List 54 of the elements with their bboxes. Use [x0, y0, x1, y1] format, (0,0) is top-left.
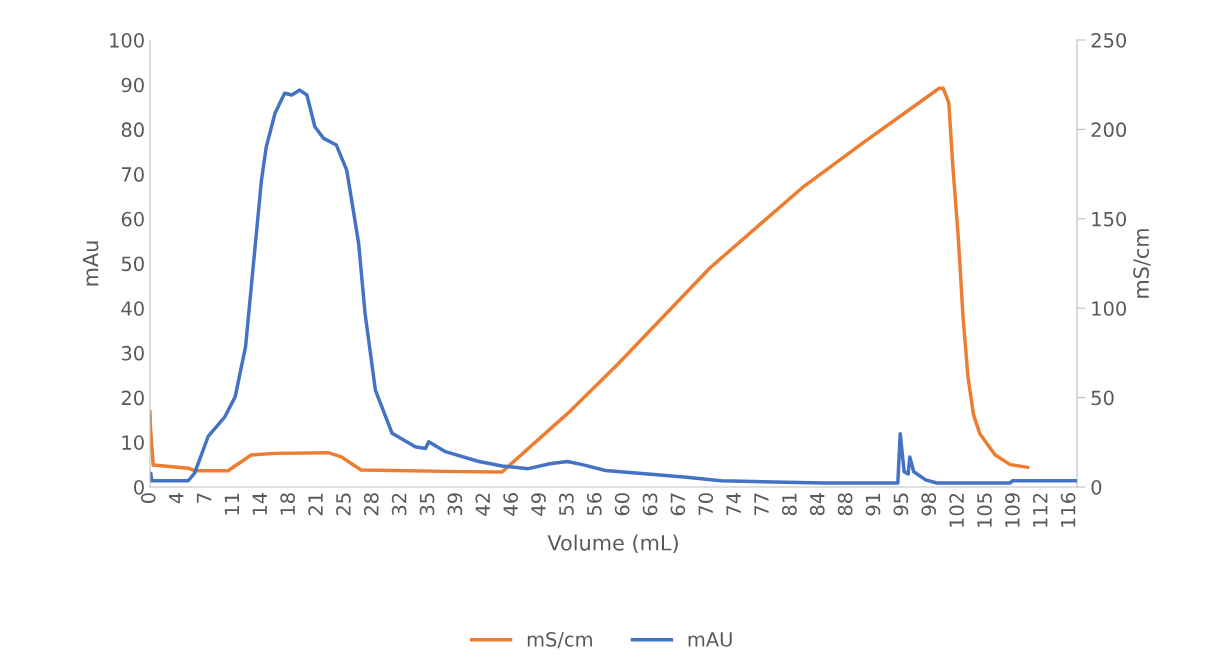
y-tick-label: 10 — [122, 435, 144, 450]
x-tick-label: 95 — [893, 493, 909, 516]
x-tick-label: 116 — [1060, 493, 1076, 527]
legend-label: mS/cm — [527, 632, 592, 649]
y2-tick-label: 150 — [1092, 211, 1127, 227]
x-tick-label: 88 — [837, 493, 853, 516]
x-tick-label: 42 — [475, 493, 490, 516]
y-tick-label: 30 — [121, 345, 144, 361]
x-tick-label: 4 — [169, 492, 184, 504]
x-tick-label: 28 — [363, 493, 379, 516]
x-tick-label: 39 — [447, 493, 463, 516]
x-tick-label: 98 — [921, 493, 937, 516]
x-tick-label: 91 — [865, 493, 881, 516]
x-tick-label: 81 — [782, 493, 797, 516]
x-tick-label: 53 — [559, 493, 574, 516]
legend-label: mAU — [688, 632, 732, 647]
x-tick-label: 21 — [308, 493, 323, 516]
x-tick-label: 46 — [503, 493, 518, 516]
x-tick-label: 35 — [419, 493, 435, 516]
x-tick-label: 49 — [531, 493, 546, 516]
y2-axis-title: mS/cm — [1133, 229, 1151, 298]
x-tick-label: 67 — [670, 493, 686, 516]
x-tick-label: 56 — [586, 493, 602, 516]
x-tick-label: 84 — [809, 492, 825, 516]
x-tick-label: 112 — [1032, 493, 1048, 527]
y-tick-label: 70 — [121, 167, 144, 182]
x-tick-label: 11 — [224, 493, 239, 515]
y2-tick-label: 250 — [1091, 32, 1127, 48]
x-tick-label: 18 — [280, 493, 296, 515]
x-tick-label: 102 — [949, 493, 964, 527]
y-tick-label: 90 — [121, 77, 144, 93]
y-tick-label: 20 — [121, 390, 144, 406]
x-axis-title: Volume (mL) — [547, 534, 678, 554]
x-tick-label: 77 — [754, 493, 769, 516]
x-tick-label: 70 — [698, 493, 714, 516]
x-tick-label: 63 — [642, 493, 658, 516]
y2-tick-label: 200 — [1091, 122, 1127, 138]
y2-tick-label: 50 — [1091, 390, 1114, 406]
x-tick-label: 109 — [1005, 493, 1020, 527]
x-tick-label: 74 — [726, 492, 741, 516]
y-tick-label: 60 — [121, 211, 144, 227]
y-axis-title: mAu — [82, 241, 99, 286]
y-tick-label: 80 — [121, 122, 144, 138]
x-tick-label: 14 — [252, 492, 267, 515]
y-tick-label: 50 — [121, 256, 144, 272]
x-tick-label: 7 — [196, 493, 212, 503]
x-tick-label: 105 — [977, 493, 992, 527]
y-tick-label: 100 — [110, 32, 144, 48]
x-tick-label: 32 — [391, 493, 407, 516]
y2-tick-label: 100 — [1092, 301, 1127, 316]
x-tick-label: 60 — [614, 493, 630, 516]
x-tick-label: 25 — [336, 493, 351, 516]
y-tick-label: 40 — [121, 301, 144, 316]
x-tick-label: 0 — [140, 493, 156, 503]
